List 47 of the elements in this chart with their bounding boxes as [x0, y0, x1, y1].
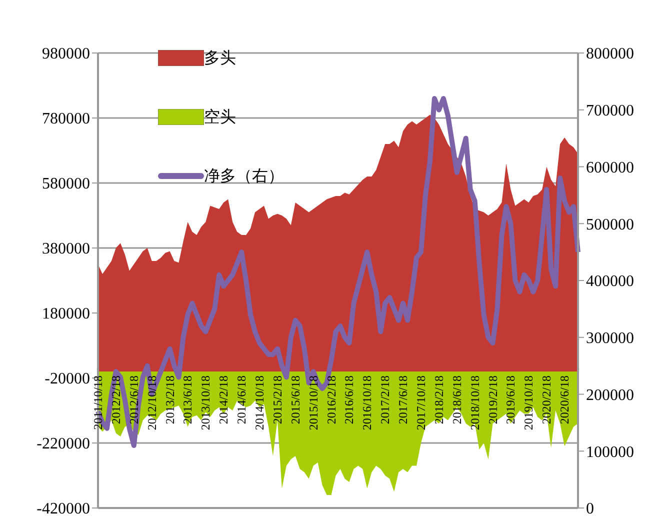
y2-tick-label: 100000 — [586, 444, 634, 461]
y2-tick-label: 500000 — [586, 216, 634, 234]
x-tick-label: 2014/6/18 — [234, 376, 249, 424]
x-tick-label: 2020/6/18 — [558, 376, 572, 424]
x-tick-label: 2018/2/18 — [432, 376, 446, 424]
x-tick-label: 2013/6/18 — [180, 376, 195, 424]
legend-label: 多头 — [204, 48, 236, 68]
y-tick-label: 180000 — [42, 306, 90, 323]
y-tick-label: 780000 — [42, 110, 90, 128]
x-tick-label: 2018/6/18 — [450, 376, 464, 424]
x-tick-label: 2014/10/18 — [252, 376, 266, 430]
legend-label: 空头 — [204, 108, 236, 128]
x-tick-label: 2012/6/18 — [126, 376, 141, 424]
x-tick-label: 2017/10/18 — [414, 376, 428, 430]
x-tick-label: 2019/10/18 — [522, 376, 536, 430]
x-tick-label: 2016/10/18 — [360, 376, 374, 430]
y2-tick-label: 0 — [586, 500, 594, 518]
x-tick-label: 2013/10/18 — [198, 376, 213, 430]
x-tick-label: 2017/2/18 — [378, 376, 392, 424]
y2-tick-label: 700000 — [586, 102, 634, 120]
x-tick-label: 2011/10/18 — [91, 376, 105, 430]
y-tick-label: -420000 — [36, 500, 90, 518]
x-tick-label: 2018/10/18 — [468, 376, 482, 430]
y-tick-label: -20000 — [44, 370, 90, 388]
x-tick-label: 2020/2/18 — [540, 376, 554, 424]
y-tick-label: 380000 — [42, 240, 90, 258]
y2-tick-label: 300000 — [586, 330, 634, 348]
x-tick-label: 2016/2/18 — [324, 376, 338, 424]
x-tick-label: 2015/6/18 — [288, 376, 302, 424]
legend-label: 净多（右） — [204, 166, 284, 186]
x-tick-label: 2012/10/18 — [144, 376, 159, 430]
y-tick-label: 980000 — [42, 46, 90, 63]
y2-tick-label: 400000 — [586, 273, 634, 290]
x-tick-label: 2014/2/18 — [216, 376, 231, 424]
x-tick-label: 2017/6/18 — [396, 376, 410, 424]
x-tick-label: 2015/2/18 — [270, 376, 284, 424]
x-tick-label: 2019/2/18 — [486, 376, 500, 424]
x-tick-label: 2019/6/18 — [504, 376, 518, 424]
x-tick-label: 2015/10/18 — [306, 376, 320, 430]
y-tick-label: 580000 — [42, 176, 90, 193]
y-tick-label: -220000 — [36, 436, 90, 453]
x-tick-label: 2016/6/18 — [342, 376, 356, 424]
y2-tick-label: 800000 — [586, 46, 634, 63]
x-tick-label: 2013/2/18 — [162, 376, 177, 424]
y2-tick-label: 600000 — [586, 159, 634, 176]
x-tick-label: 2012/2/18 — [108, 376, 123, 424]
y2-tick-label: 200000 — [586, 386, 634, 404]
